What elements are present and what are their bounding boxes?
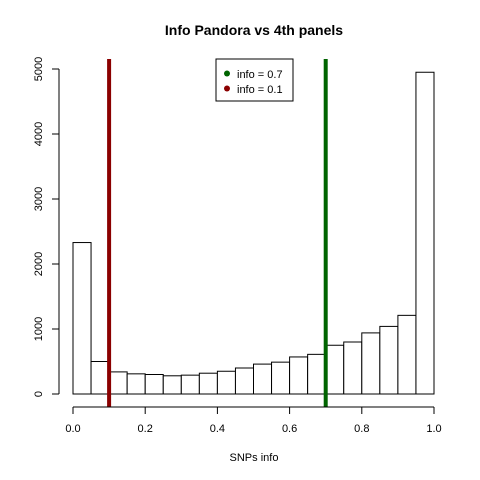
histogram-bar xyxy=(217,371,235,394)
histogram-bar xyxy=(254,364,272,394)
legend: info = 0.7 info = 0.1 xyxy=(216,59,293,101)
histogram-bar xyxy=(362,333,380,394)
legend-label: info = 0.1 xyxy=(237,84,283,96)
histogram-bar xyxy=(416,72,434,394)
histogram-bars xyxy=(73,72,434,394)
histogram-bar xyxy=(163,376,181,394)
histogram-bar xyxy=(290,357,308,394)
histogram-bar xyxy=(344,342,362,394)
chart-title: Info Pandora vs 4th panels xyxy=(165,22,343,38)
histogram-bar xyxy=(308,354,326,394)
y-axis-ticks: 0 1000 2000 3000 4000 5000 xyxy=(33,57,59,397)
y-tick-label: 5000 xyxy=(33,57,45,81)
x-tick-label: 0.4 xyxy=(210,423,225,435)
x-tick-label: 0.2 xyxy=(138,423,153,435)
y-tick-label: 0 xyxy=(33,391,45,397)
histogram-bar xyxy=(145,375,163,395)
y-tick-label: 1000 xyxy=(33,317,45,341)
x-axis-ticks: 0.0 0.2 0.4 0.6 0.8 1.0 xyxy=(65,407,441,435)
histogram-bar xyxy=(199,373,217,394)
threshold-lines xyxy=(109,59,326,407)
histogram-bar xyxy=(272,362,290,394)
legend-label: info = 0.7 xyxy=(237,69,283,81)
histogram-bar xyxy=(235,368,253,394)
histogram-bar xyxy=(127,374,145,394)
histogram-bar xyxy=(109,372,127,394)
histogram-bar xyxy=(326,345,344,394)
x-tick-label: 1.0 xyxy=(426,423,441,435)
histogram-bar xyxy=(181,375,199,394)
histogram-bar xyxy=(398,315,416,394)
legend-marker xyxy=(224,71,230,77)
x-tick-label: 0.6 xyxy=(282,423,297,435)
x-tick-label: 0.0 xyxy=(65,423,80,435)
histogram-bar xyxy=(380,326,398,394)
histogram-bar xyxy=(91,362,109,395)
legend-marker xyxy=(224,86,230,92)
y-tick-label: 3000 xyxy=(33,187,45,211)
y-tick-label: 4000 xyxy=(33,122,45,146)
histogram-bar xyxy=(73,243,91,394)
y-tick-label: 2000 xyxy=(33,252,45,276)
x-tick-label: 0.8 xyxy=(354,423,369,435)
x-axis-label: SNPs info xyxy=(230,452,279,464)
